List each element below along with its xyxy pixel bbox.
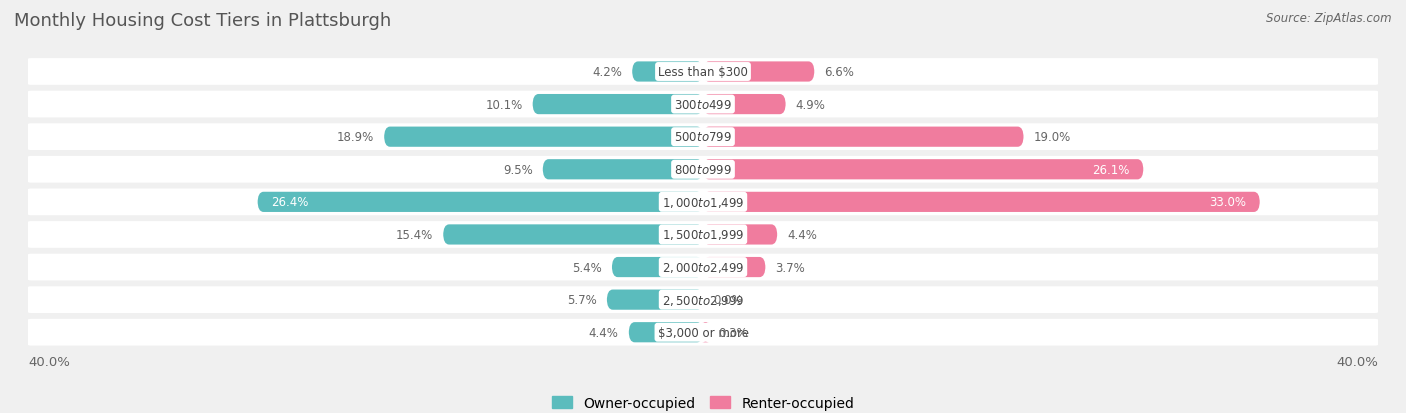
Text: $2,000 to $2,499: $2,000 to $2,499 — [662, 261, 744, 274]
FancyBboxPatch shape — [22, 157, 1384, 183]
Text: Less than $300: Less than $300 — [658, 66, 748, 79]
Text: 26.1%: 26.1% — [1092, 164, 1130, 176]
Text: 19.0%: 19.0% — [1033, 131, 1071, 144]
FancyBboxPatch shape — [703, 95, 786, 115]
Text: 18.9%: 18.9% — [337, 131, 374, 144]
Text: 6.6%: 6.6% — [824, 66, 855, 79]
FancyBboxPatch shape — [22, 59, 1384, 85]
FancyBboxPatch shape — [22, 221, 1384, 248]
Text: 26.4%: 26.4% — [271, 196, 308, 209]
Text: 0.0%: 0.0% — [713, 293, 742, 306]
Text: $1,000 to $1,499: $1,000 to $1,499 — [662, 195, 744, 209]
Text: 40.0%: 40.0% — [28, 355, 70, 368]
FancyBboxPatch shape — [703, 62, 814, 83]
Text: 40.0%: 40.0% — [1336, 355, 1378, 368]
Text: 3.7%: 3.7% — [776, 261, 806, 274]
FancyBboxPatch shape — [22, 189, 1384, 216]
FancyBboxPatch shape — [702, 322, 709, 342]
FancyBboxPatch shape — [384, 127, 703, 147]
FancyBboxPatch shape — [607, 290, 703, 310]
Legend: Owner-occupied, Renter-occupied: Owner-occupied, Renter-occupied — [546, 390, 860, 413]
Text: 4.2%: 4.2% — [592, 66, 621, 79]
FancyBboxPatch shape — [703, 160, 1143, 180]
Text: $300 to $499: $300 to $499 — [673, 98, 733, 112]
Text: 0.3%: 0.3% — [718, 326, 748, 339]
FancyBboxPatch shape — [533, 95, 703, 115]
Text: $1,500 to $1,999: $1,500 to $1,999 — [662, 228, 744, 242]
FancyBboxPatch shape — [633, 62, 703, 83]
Text: Monthly Housing Cost Tiers in Plattsburgh: Monthly Housing Cost Tiers in Plattsburg… — [14, 12, 391, 30]
FancyBboxPatch shape — [22, 287, 1384, 313]
Text: 5.7%: 5.7% — [567, 293, 596, 306]
Text: 5.4%: 5.4% — [572, 261, 602, 274]
Text: $800 to $999: $800 to $999 — [673, 164, 733, 176]
Text: Source: ZipAtlas.com: Source: ZipAtlas.com — [1267, 12, 1392, 25]
Text: 4.9%: 4.9% — [796, 98, 825, 112]
FancyBboxPatch shape — [703, 127, 1024, 147]
FancyBboxPatch shape — [22, 124, 1384, 151]
Text: 10.1%: 10.1% — [485, 98, 523, 112]
FancyBboxPatch shape — [628, 322, 703, 342]
Text: 33.0%: 33.0% — [1209, 196, 1246, 209]
FancyBboxPatch shape — [257, 192, 703, 212]
Text: 4.4%: 4.4% — [787, 228, 817, 241]
FancyBboxPatch shape — [612, 257, 703, 278]
FancyBboxPatch shape — [22, 92, 1384, 118]
FancyBboxPatch shape — [703, 257, 765, 278]
Text: 9.5%: 9.5% — [503, 164, 533, 176]
FancyBboxPatch shape — [22, 254, 1384, 281]
FancyBboxPatch shape — [703, 225, 778, 245]
Text: $500 to $799: $500 to $799 — [673, 131, 733, 144]
Text: 15.4%: 15.4% — [396, 228, 433, 241]
FancyBboxPatch shape — [443, 225, 703, 245]
Text: 4.4%: 4.4% — [589, 326, 619, 339]
FancyBboxPatch shape — [543, 160, 703, 180]
FancyBboxPatch shape — [703, 192, 1260, 212]
Text: $2,500 to $2,999: $2,500 to $2,999 — [662, 293, 744, 307]
FancyBboxPatch shape — [22, 319, 1384, 346]
Text: $3,000 or more: $3,000 or more — [658, 326, 748, 339]
